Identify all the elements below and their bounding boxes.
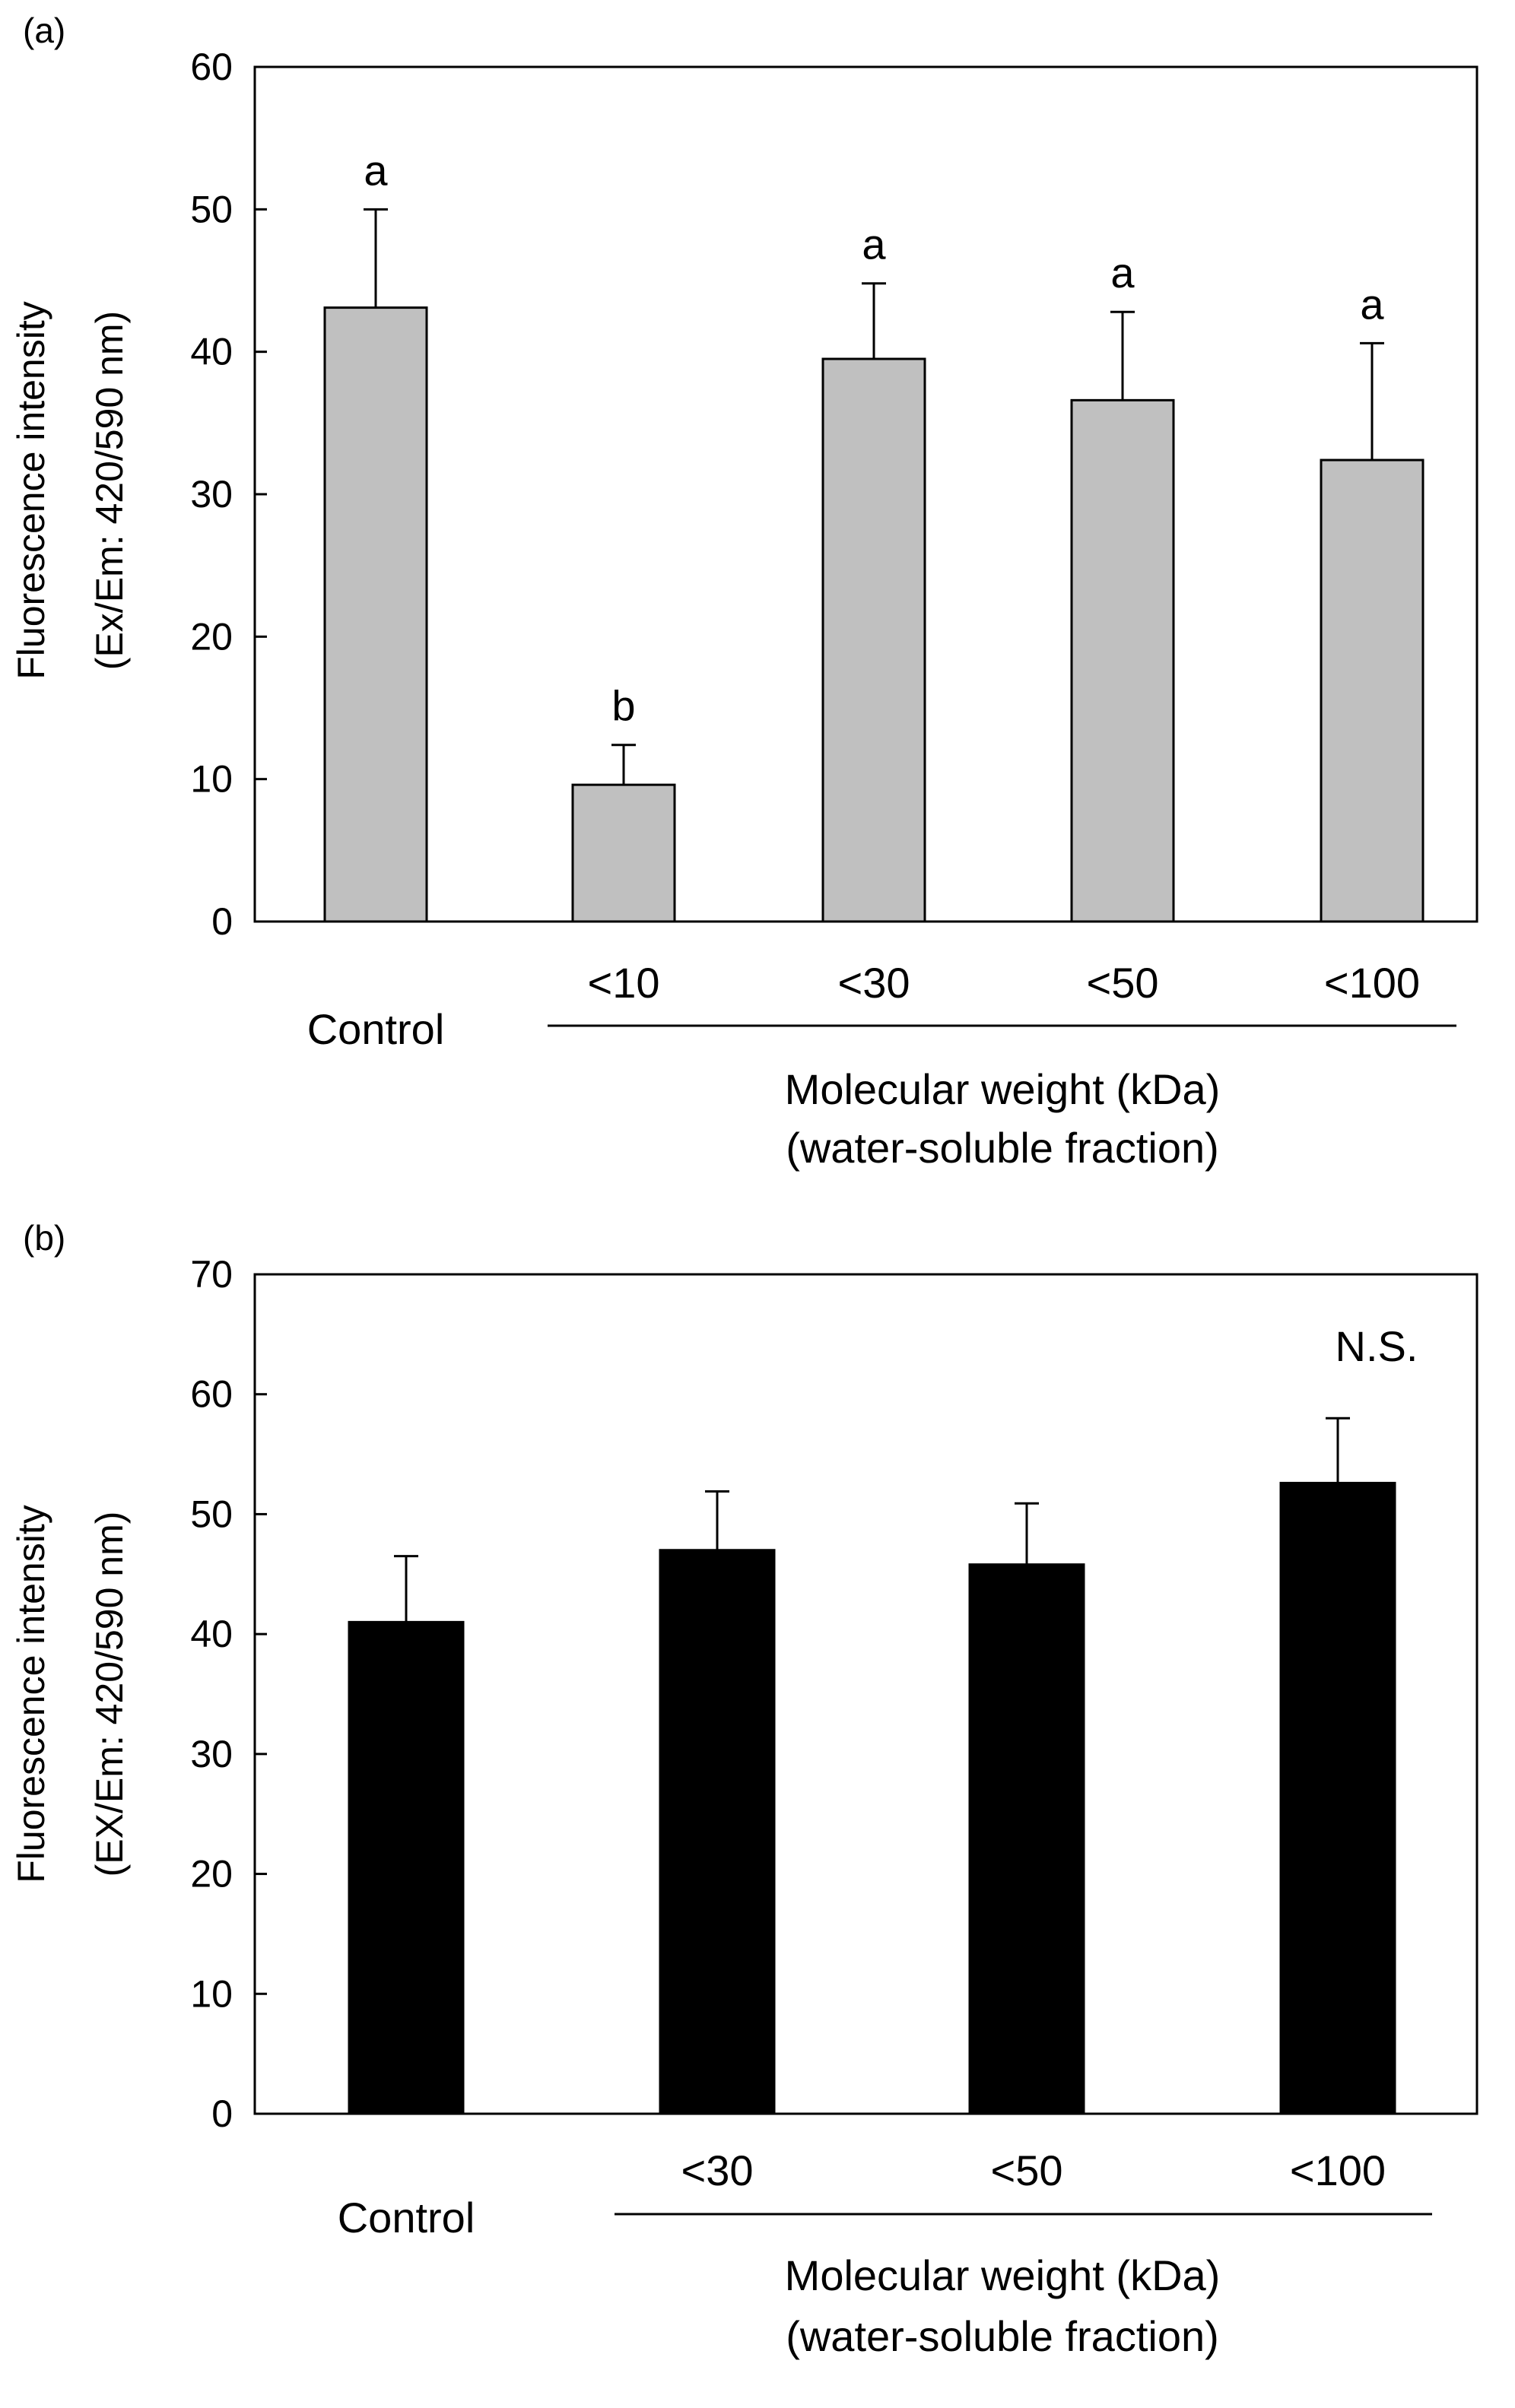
x-category-label: <50 xyxy=(1087,959,1159,1007)
y-axis-label: (EX/Em: 420/590 nm) xyxy=(88,1512,131,1877)
x-category-label: <30 xyxy=(681,2146,754,2194)
y-tick-label: 10 xyxy=(190,758,233,801)
chart-panel-a: (a) a b a a a 0 10 20 30 40 50 60 Control <10 <30 <50 <10… xyxy=(10,11,1478,1172)
bar xyxy=(323,306,428,923)
y-tick-label: 40 xyxy=(190,331,233,373)
significance-letter: a xyxy=(862,220,886,268)
y-tick-label: 10 xyxy=(190,1972,233,2015)
x-category-label: <50 xyxy=(991,2146,1063,2194)
bar xyxy=(1320,458,1424,923)
y-axis-label: Fluorescence intensity xyxy=(10,301,52,679)
y-tick-label: 60 xyxy=(190,1373,233,1416)
bar xyxy=(348,1620,465,2115)
chart-panel-b: (b) 0 10 20 30 40 50 60 70 Control <30 <50 <100 Molec… xyxy=(10,1218,1478,2360)
significance-letter: a xyxy=(1360,280,1384,328)
panel-label: (b) xyxy=(23,1218,65,1258)
bar xyxy=(659,1549,776,2115)
y-tick-label: 50 xyxy=(190,1493,233,1535)
x-axis-label: (water-soluble fraction) xyxy=(786,2312,1219,2360)
x-axis-label: Molecular weight (kDa) xyxy=(785,2251,1221,2299)
x-category-label: Control xyxy=(307,1005,445,1053)
y-tick-label: 70 xyxy=(190,1253,233,1296)
y-tick-label: 30 xyxy=(190,473,233,516)
y-tick-label: 30 xyxy=(190,1733,233,1775)
significance-note: N.S. xyxy=(1336,1322,1418,1370)
x-axis-label: Molecular weight (kDa) xyxy=(785,1065,1221,1113)
significance-letter: b xyxy=(611,682,635,730)
x-category-label: <100 xyxy=(1324,959,1420,1007)
x-category-label: <10 xyxy=(588,959,660,1007)
plot-frame xyxy=(253,1273,1478,2115)
bar xyxy=(1070,398,1175,923)
x-category-label: Control xyxy=(338,2194,475,2241)
x-category-label: <100 xyxy=(1290,2146,1386,2194)
panel-label: (a) xyxy=(23,11,65,50)
y-axis-label: Fluorescence intensity xyxy=(10,1505,52,1883)
bar xyxy=(1279,1481,1396,2115)
y-axis-label: (Ex/Em: 420/590 nm) xyxy=(88,311,131,670)
y-tick-label: 20 xyxy=(190,615,233,658)
x-axis-label: (water-soluble fraction) xyxy=(786,1124,1219,1172)
significance-letter: a xyxy=(1110,249,1135,297)
y-tick-label: 0 xyxy=(211,2092,233,2135)
significance-letter: a xyxy=(364,146,388,194)
y-tick-label: 0 xyxy=(211,900,233,943)
y-tick-label: 40 xyxy=(190,1613,233,1655)
y-tick-label: 50 xyxy=(190,188,233,230)
bar xyxy=(821,357,926,923)
y-tick-label: 20 xyxy=(190,1853,233,1896)
y-tick-label: 60 xyxy=(190,46,233,88)
bar xyxy=(571,783,676,923)
bar xyxy=(968,1563,1085,2115)
x-category-label: <30 xyxy=(838,959,910,1007)
